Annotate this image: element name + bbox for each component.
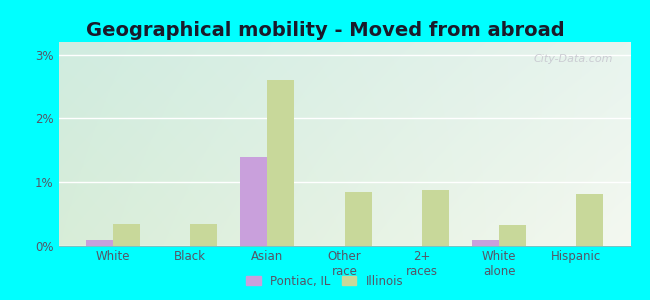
Bar	[344, 192, 372, 246]
Text: City-Data.com: City-Data.com	[534, 54, 614, 64]
Bar	[267, 80, 294, 246]
Text: Geographical mobility - Moved from abroad: Geographical mobility - Moved from abroa…	[86, 21, 564, 40]
Bar	[190, 224, 217, 246]
Legend: Pontiac, IL, Illinois: Pontiac, IL, Illinois	[243, 271, 407, 291]
Bar	[86, 240, 112, 246]
Bar	[422, 190, 449, 246]
Bar	[112, 224, 140, 246]
Bar	[577, 194, 603, 246]
Bar	[240, 157, 267, 246]
Bar	[499, 225, 526, 246]
Bar	[472, 240, 499, 246]
